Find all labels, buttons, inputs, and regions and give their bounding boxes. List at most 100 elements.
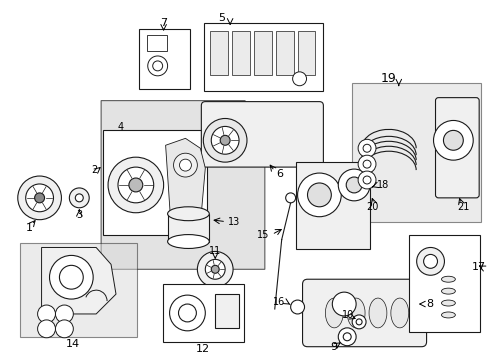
Circle shape: [433, 121, 472, 160]
Circle shape: [346, 177, 361, 193]
Text: 12: 12: [196, 344, 210, 354]
Text: 5: 5: [218, 13, 225, 23]
Bar: [253, 31, 271, 75]
Ellipse shape: [167, 235, 209, 248]
Circle shape: [343, 333, 350, 341]
Circle shape: [211, 265, 219, 273]
Circle shape: [179, 159, 191, 171]
Text: 14: 14: [66, 339, 80, 349]
Text: 10: 10: [342, 310, 354, 320]
Ellipse shape: [441, 288, 454, 294]
Ellipse shape: [368, 298, 386, 328]
Bar: [103, 130, 207, 235]
Text: 19: 19: [380, 72, 396, 85]
Circle shape: [285, 193, 295, 203]
Text: 20: 20: [365, 202, 377, 212]
Circle shape: [75, 194, 83, 202]
Ellipse shape: [441, 300, 454, 306]
Circle shape: [423, 255, 437, 268]
Ellipse shape: [390, 298, 408, 328]
FancyBboxPatch shape: [302, 279, 426, 347]
Text: 11: 11: [209, 247, 221, 256]
Text: 13: 13: [228, 217, 240, 227]
Bar: [146, 35, 166, 51]
Ellipse shape: [441, 276, 454, 282]
Circle shape: [220, 135, 230, 145]
Circle shape: [351, 315, 366, 329]
Circle shape: [129, 178, 142, 192]
Bar: [204, 23, 323, 91]
Text: 6: 6: [276, 169, 283, 179]
Polygon shape: [41, 247, 116, 314]
Circle shape: [416, 247, 444, 275]
Circle shape: [152, 61, 163, 71]
Text: 2: 2: [91, 165, 97, 175]
Circle shape: [355, 319, 361, 325]
Circle shape: [357, 155, 375, 173]
Text: 8: 8: [426, 299, 433, 309]
Bar: [351, 83, 480, 222]
Bar: [297, 31, 315, 75]
Circle shape: [49, 255, 93, 299]
Bar: [167, 214, 209, 242]
Circle shape: [60, 265, 83, 289]
FancyBboxPatch shape: [435, 98, 478, 198]
Circle shape: [362, 176, 370, 184]
Ellipse shape: [167, 207, 209, 221]
Text: 17: 17: [471, 262, 485, 272]
Text: 16: 16: [273, 297, 285, 307]
Bar: [408, 235, 479, 332]
Circle shape: [338, 169, 369, 201]
Polygon shape: [165, 138, 205, 230]
Text: 9: 9: [330, 342, 337, 352]
Circle shape: [173, 153, 197, 177]
Text: 4: 4: [118, 122, 124, 132]
Bar: [20, 243, 137, 337]
Text: 1: 1: [26, 222, 33, 233]
Circle shape: [338, 328, 355, 346]
Circle shape: [205, 260, 224, 279]
Circle shape: [169, 295, 205, 331]
Polygon shape: [101, 100, 264, 269]
Circle shape: [38, 320, 55, 338]
Bar: [163, 284, 244, 342]
Circle shape: [35, 193, 44, 203]
Circle shape: [332, 292, 355, 316]
Bar: [295, 162, 369, 249]
Circle shape: [38, 305, 55, 323]
Bar: [232, 31, 249, 75]
Circle shape: [362, 160, 370, 168]
Bar: [215, 294, 239, 328]
Circle shape: [147, 56, 167, 76]
Circle shape: [290, 300, 304, 314]
Circle shape: [357, 139, 375, 157]
FancyBboxPatch shape: [201, 102, 323, 167]
Ellipse shape: [325, 298, 343, 328]
Circle shape: [211, 126, 239, 154]
Circle shape: [55, 305, 73, 323]
Circle shape: [18, 176, 61, 220]
Circle shape: [197, 251, 233, 287]
Text: 21: 21: [456, 202, 468, 212]
Bar: [210, 31, 228, 75]
Circle shape: [357, 171, 375, 189]
Text: 15: 15: [257, 230, 269, 239]
Circle shape: [203, 118, 246, 162]
Ellipse shape: [441, 312, 454, 318]
Text: 7: 7: [160, 18, 167, 28]
Text: 3: 3: [76, 210, 82, 220]
Circle shape: [307, 183, 331, 207]
Circle shape: [297, 173, 341, 217]
Circle shape: [26, 184, 53, 212]
Ellipse shape: [346, 298, 365, 328]
Circle shape: [362, 144, 370, 152]
Circle shape: [118, 167, 153, 203]
Circle shape: [178, 304, 196, 322]
Circle shape: [443, 130, 462, 150]
Circle shape: [55, 320, 73, 338]
Circle shape: [108, 157, 163, 213]
Bar: [275, 31, 293, 75]
Circle shape: [292, 72, 306, 86]
Circle shape: [69, 188, 89, 208]
Text: 18: 18: [376, 180, 388, 190]
